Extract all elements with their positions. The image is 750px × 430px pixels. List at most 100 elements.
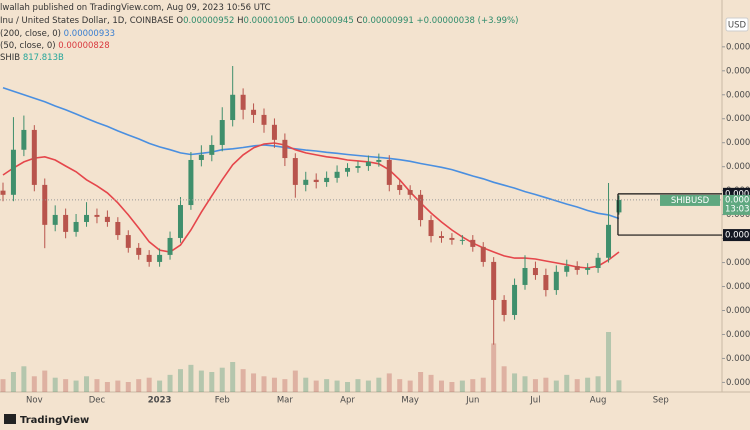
x-tick-label: Nov (26, 396, 43, 406)
x-axis: Nov Dec 2023 Feb Mar Apr May Jun Jul Aug Sep (26, 396, 669, 406)
volume-bar (418, 372, 424, 392)
y-tick-label: 0.0000 (726, 282, 750, 292)
volume-bar (31, 376, 37, 392)
overlays: 0.000000.00000SHIBUSD0.0000013:03 (0, 187, 750, 242)
level-tag (723, 229, 750, 242)
y-tick-label: 0.0000 (726, 210, 750, 220)
volume-bar (125, 382, 131, 392)
x-tick-label: Apr (340, 396, 355, 406)
candle-body (449, 237, 455, 240)
y-axis: 0.0000 0.0000 0.0000 0.0000 0.0000 0.0000 0.00… (722, 42, 750, 388)
candle-body (282, 139, 288, 159)
volume-bar (449, 382, 455, 392)
y-tick-label: 0.0000 (726, 378, 750, 388)
candle-body (585, 267, 591, 270)
candle-body (313, 179, 319, 183)
volume (0, 332, 622, 392)
symbol-tag (660, 194, 720, 206)
x-tick-label: Jul (529, 396, 540, 406)
x-tick-label: Aug (590, 396, 607, 406)
ohlc-value: 0.00001005 (243, 16, 295, 26)
change: +0.00000038 (+3.99%) (416, 16, 519, 26)
candle-body (480, 246, 486, 262)
volume-bar (574, 379, 580, 392)
candle-body (365, 161, 371, 167)
logo (4, 414, 16, 424)
candle-body (146, 254, 152, 262)
ma-value: 0.00000828 (58, 41, 110, 51)
volume-bar (42, 370, 48, 392)
candle-body (606, 224, 612, 258)
candle-body (292, 158, 298, 185)
x-tick-label: May (401, 396, 419, 406)
ma-line (2, 142, 620, 269)
candle-body (271, 124, 277, 140)
candle-body (42, 184, 48, 225)
volume-bar (365, 380, 371, 392)
candle-body (418, 194, 424, 221)
candle-body (376, 159, 382, 162)
footer-brand: TradingView (20, 415, 89, 426)
volume-value: 817.813B (22, 53, 64, 63)
y-tick-label: 0.0000 (726, 114, 750, 124)
candle-body (438, 236, 444, 238)
candle-body (324, 177, 330, 183)
y-tick-label: 0.0000 (726, 138, 750, 148)
candle-body (386, 159, 392, 185)
volume-bar (345, 382, 351, 392)
candle-body (522, 267, 528, 285)
candle-body (125, 235, 131, 248)
volume-bar (501, 366, 507, 392)
volume-bar (10, 372, 16, 392)
ohlc-letter: L (297, 16, 303, 26)
ohlc-letter: O (176, 16, 184, 26)
volume-bar (397, 379, 403, 392)
candle-body (209, 144, 215, 155)
volume-bar (532, 379, 538, 392)
x-tick-label: Feb (215, 396, 230, 406)
volume-legend: SHIB 817.813B (0, 52, 64, 64)
volume-bar (52, 377, 58, 392)
candle-body (407, 190, 413, 195)
candle-body (303, 179, 309, 185)
volume-bar (386, 373, 392, 392)
candle-body (188, 159, 194, 206)
candle-body (251, 109, 257, 115)
volume-bar (104, 382, 110, 392)
volume-bar (491, 343, 497, 392)
x-tick-label: Sep (653, 396, 669, 406)
candle-body (73, 221, 79, 232)
candle-body (136, 247, 142, 255)
volume-bar (209, 372, 215, 392)
x-tick-label: Mar (277, 396, 294, 406)
price-tag (723, 194, 750, 215)
symbol-label: SHIBUSD (671, 196, 710, 206)
candle-body (532, 267, 538, 276)
publisher-line: lwallah published on TradingView.com, Au… (0, 2, 271, 14)
volume-bar (115, 380, 121, 392)
ma-name: (50, close, 0) (0, 41, 56, 51)
candle-body (0, 190, 6, 195)
candle-body (52, 214, 58, 225)
ohlc-value: 0.00000991 (362, 16, 414, 26)
candle-body (261, 114, 267, 125)
y-tick-label: 0.0000 (726, 330, 750, 340)
volume-bar (355, 379, 361, 392)
volume-bar (146, 377, 152, 392)
candle-body (115, 221, 121, 236)
candles (0, 66, 622, 345)
volume-bar (177, 369, 183, 392)
candle-body (595, 257, 601, 268)
volume-bar (94, 379, 100, 392)
candle-body (177, 205, 183, 238)
ohlc-value: 0.00000952 (183, 16, 235, 26)
candle-body (501, 299, 507, 315)
volume-bar (136, 379, 142, 392)
ma-line (2, 86, 620, 220)
candle-body (240, 94, 246, 110)
volume-bar (282, 379, 288, 392)
countdown: 13:03 (725, 204, 750, 214)
candle-body (219, 120, 225, 145)
currency-box (725, 17, 749, 32)
